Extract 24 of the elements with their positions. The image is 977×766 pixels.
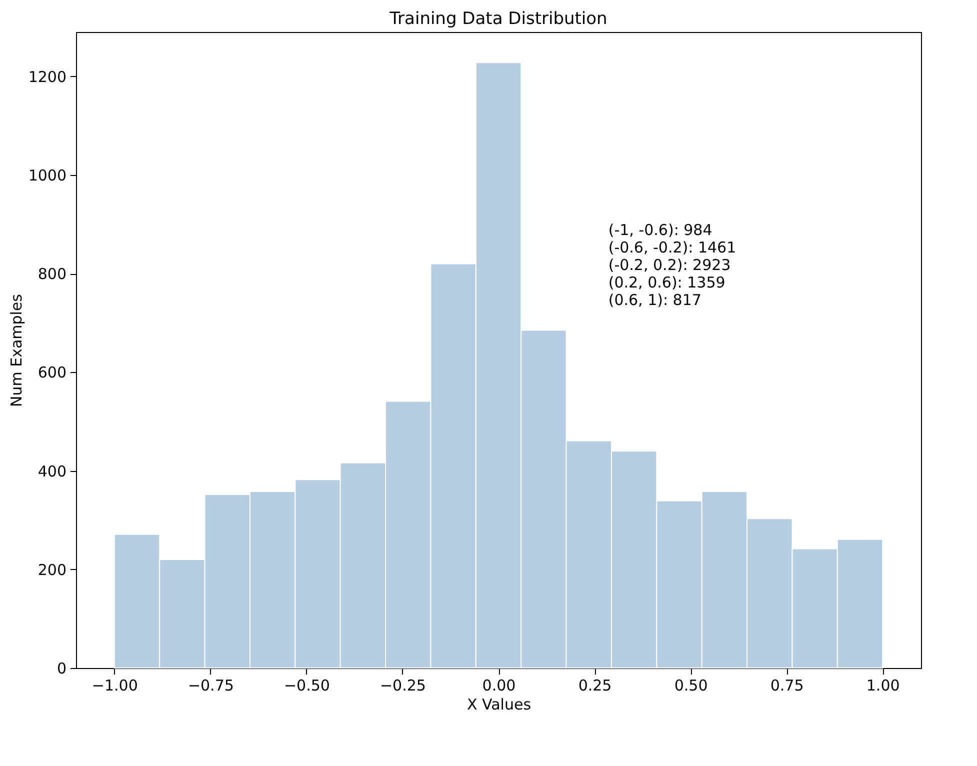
annotation: (-0.2, 0.2): 2923 bbox=[608, 256, 731, 274]
y-tick-label: 1200 bbox=[28, 68, 66, 86]
y-tick-label: 1000 bbox=[28, 166, 66, 184]
annotation: (-0.6, -0.2): 1461 bbox=[608, 238, 736, 256]
x-tick-label: −1.00 bbox=[92, 676, 138, 694]
x-tick-label: 0.00 bbox=[482, 676, 516, 694]
y-tick-label: 200 bbox=[38, 560, 66, 579]
x-tick-label: −0.25 bbox=[380, 676, 426, 694]
chart-title: Training Data Distribution bbox=[388, 9, 608, 29]
y-axis-title: Num Examples bbox=[7, 294, 26, 407]
y-tick-label: 0 bbox=[56, 660, 66, 678]
x-axis-title: X Values bbox=[466, 696, 532, 714]
annotation: (0.6, 1): 817 bbox=[608, 290, 702, 309]
x-tick-label: −0.75 bbox=[188, 676, 234, 694]
annotation: (0.2, 0.6): 1359 bbox=[608, 273, 726, 292]
x-tick-label: 0.75 bbox=[770, 676, 804, 694]
y-tick-label: 800 bbox=[38, 265, 66, 284]
x-tick-label: 0.50 bbox=[674, 676, 708, 694]
x-tick-label: 1.00 bbox=[866, 676, 900, 694]
x-tick-label: −0.50 bbox=[284, 676, 330, 694]
annotation: (-1, -0.6): 984 bbox=[608, 220, 712, 239]
x-tick-label: 0.25 bbox=[578, 676, 612, 694]
y-tick-label: 400 bbox=[38, 462, 66, 480]
y-tick-label: 600 bbox=[38, 364, 66, 382]
